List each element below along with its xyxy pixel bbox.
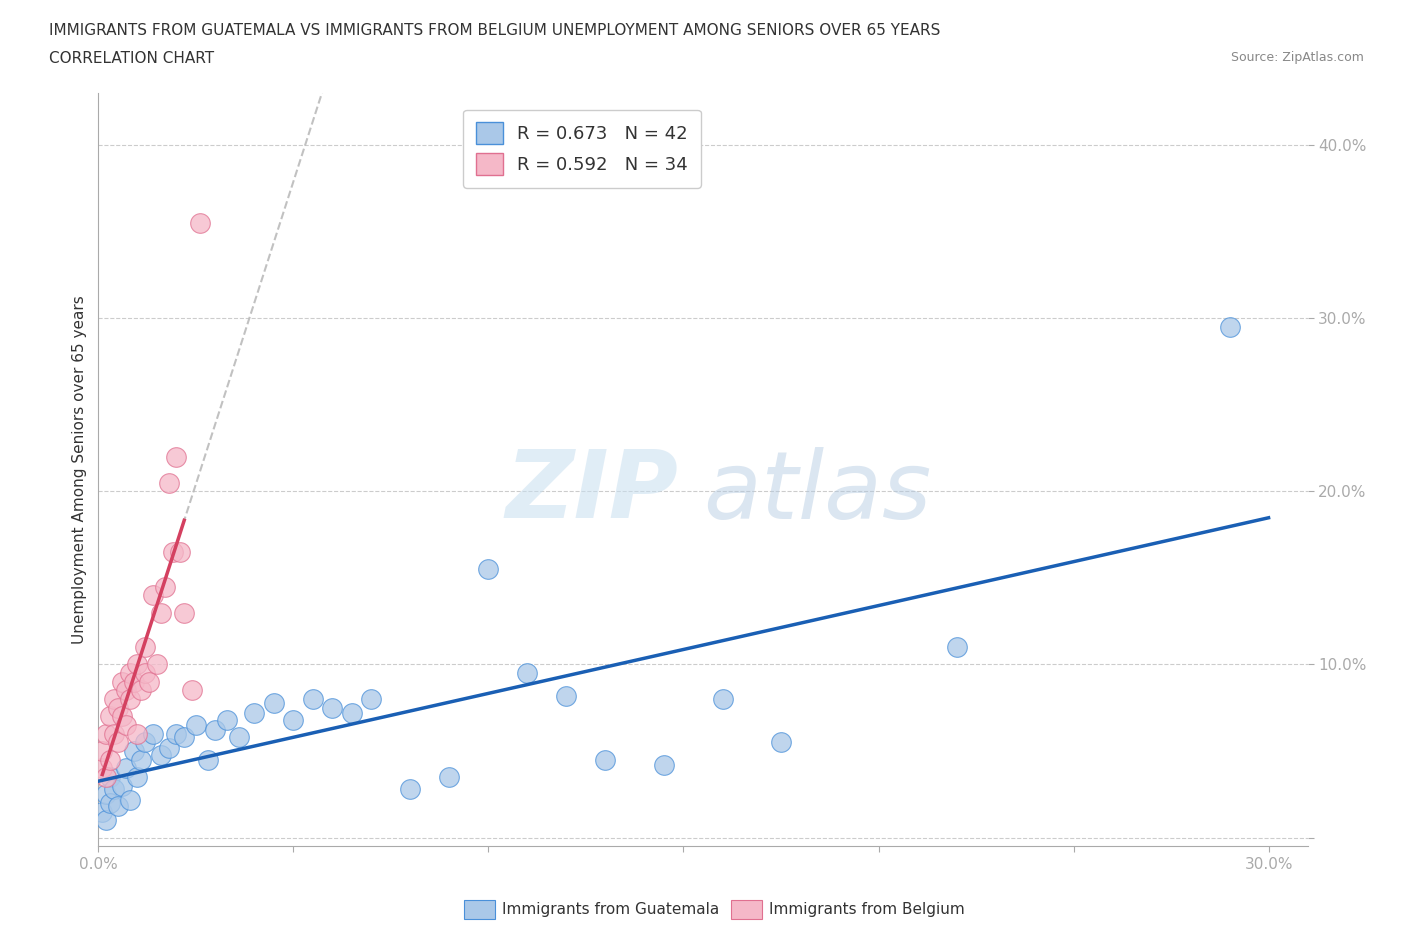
- Point: [98, 770, 121, 785]
- Point: [114, 718, 136, 733]
- Point: [98, 709, 121, 724]
- Point: [283, 712, 305, 727]
- Point: [157, 740, 180, 755]
- Point: [595, 752, 617, 767]
- Point: [652, 757, 675, 772]
- Point: [127, 657, 149, 671]
- Point: [321, 700, 343, 715]
- Point: [149, 605, 172, 620]
- Point: [165, 726, 187, 741]
- Point: [477, 562, 499, 577]
- Point: [399, 782, 422, 797]
- Point: [439, 770, 461, 785]
- Point: [107, 735, 129, 750]
- Point: [217, 712, 239, 727]
- Point: [1219, 319, 1241, 334]
- Text: IMMIGRANTS FROM GUATEMALA VS IMMIGRANTS FROM BELGIUM UNEMPLOYMENT AMONG SENIORS : IMMIGRANTS FROM GUATEMALA VS IMMIGRANTS …: [49, 23, 941, 38]
- Point: [122, 674, 145, 689]
- Point: [204, 723, 226, 737]
- Point: [131, 752, 153, 767]
- Point: [711, 692, 734, 707]
- Point: [360, 692, 382, 707]
- Point: [769, 735, 792, 750]
- Legend: R = 0.673   N = 42, R = 0.592   N = 34: R = 0.673 N = 42, R = 0.592 N = 34: [464, 110, 700, 188]
- Point: [188, 216, 211, 231]
- Y-axis label: Unemployment Among Seniors over 65 years: Unemployment Among Seniors over 65 years: [72, 296, 87, 644]
- Point: [111, 709, 134, 724]
- Point: [146, 657, 169, 671]
- Point: [134, 666, 156, 681]
- Text: ZIP: ZIP: [506, 446, 679, 538]
- Point: [118, 692, 141, 707]
- Point: [91, 761, 114, 776]
- Point: [103, 726, 125, 741]
- Point: [263, 695, 285, 710]
- Point: [111, 778, 134, 793]
- Point: [134, 735, 156, 750]
- Text: Immigrants from Guatemala: Immigrants from Guatemala: [502, 902, 720, 917]
- Point: [103, 782, 125, 797]
- Point: [91, 804, 114, 819]
- Point: [243, 706, 266, 721]
- Point: [107, 799, 129, 814]
- Point: [127, 726, 149, 741]
- Point: [118, 792, 141, 807]
- Point: [134, 640, 156, 655]
- Point: [114, 683, 136, 698]
- Point: [127, 770, 149, 785]
- Point: [96, 787, 118, 802]
- Point: [91, 744, 114, 759]
- Text: CORRELATION CHART: CORRELATION CHART: [49, 51, 214, 66]
- Point: [138, 674, 160, 689]
- Point: [96, 813, 118, 828]
- Point: [157, 475, 180, 490]
- Point: [96, 726, 118, 741]
- Point: [142, 726, 165, 741]
- Point: [114, 761, 136, 776]
- Point: [228, 730, 250, 745]
- Point: [122, 744, 145, 759]
- Point: [96, 770, 118, 785]
- Point: [165, 449, 187, 464]
- Point: [98, 795, 121, 810]
- Point: [555, 688, 578, 703]
- Point: [516, 666, 538, 681]
- Point: [107, 700, 129, 715]
- Point: [945, 640, 967, 655]
- Text: Source: ZipAtlas.com: Source: ZipAtlas.com: [1230, 51, 1364, 64]
- Point: [169, 544, 191, 559]
- Point: [173, 730, 195, 745]
- Point: [181, 683, 204, 698]
- Point: [162, 544, 184, 559]
- Point: [184, 718, 207, 733]
- Point: [103, 692, 125, 707]
- Point: [149, 747, 172, 762]
- Point: [340, 706, 363, 721]
- Point: [197, 752, 219, 767]
- Point: [302, 692, 325, 707]
- Point: [142, 588, 165, 603]
- Text: atlas: atlas: [703, 446, 931, 538]
- Point: [98, 752, 121, 767]
- Point: [131, 683, 153, 698]
- Point: [111, 674, 134, 689]
- Point: [118, 666, 141, 681]
- Text: Immigrants from Belgium: Immigrants from Belgium: [769, 902, 965, 917]
- Point: [153, 579, 176, 594]
- Point: [173, 605, 195, 620]
